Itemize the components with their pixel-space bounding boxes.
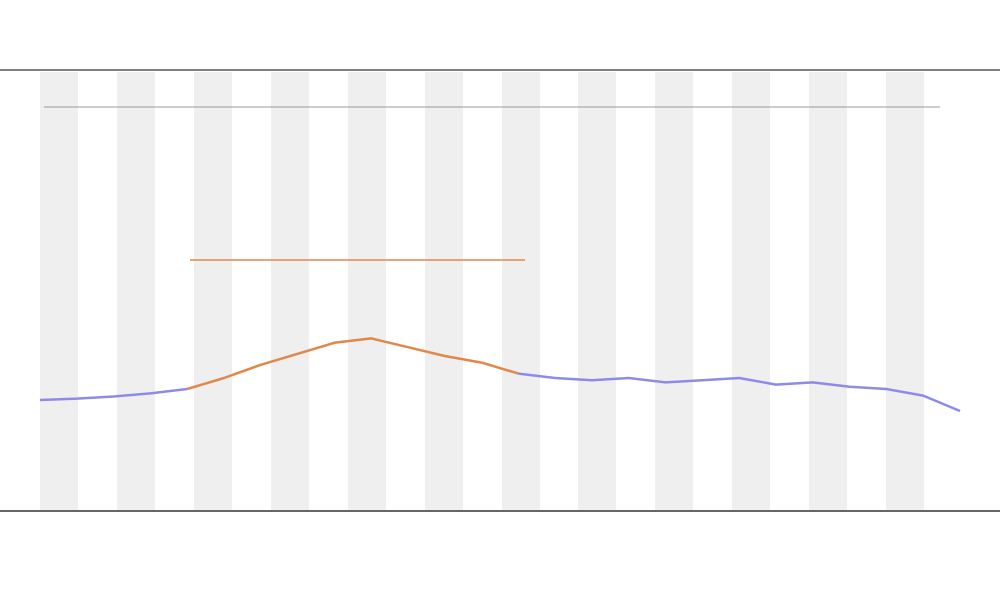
band (502, 72, 540, 510)
band (271, 72, 309, 510)
band (655, 72, 693, 510)
band (425, 72, 463, 510)
band (117, 72, 155, 510)
band (732, 72, 770, 510)
band (809, 72, 847, 510)
band (40, 72, 78, 510)
band (348, 72, 386, 510)
series-line (39, 372, 961, 413)
series-group (39, 337, 961, 413)
band (578, 72, 616, 510)
band (886, 72, 924, 510)
band (194, 72, 232, 510)
bands (40, 72, 924, 510)
series-line (186, 337, 519, 391)
